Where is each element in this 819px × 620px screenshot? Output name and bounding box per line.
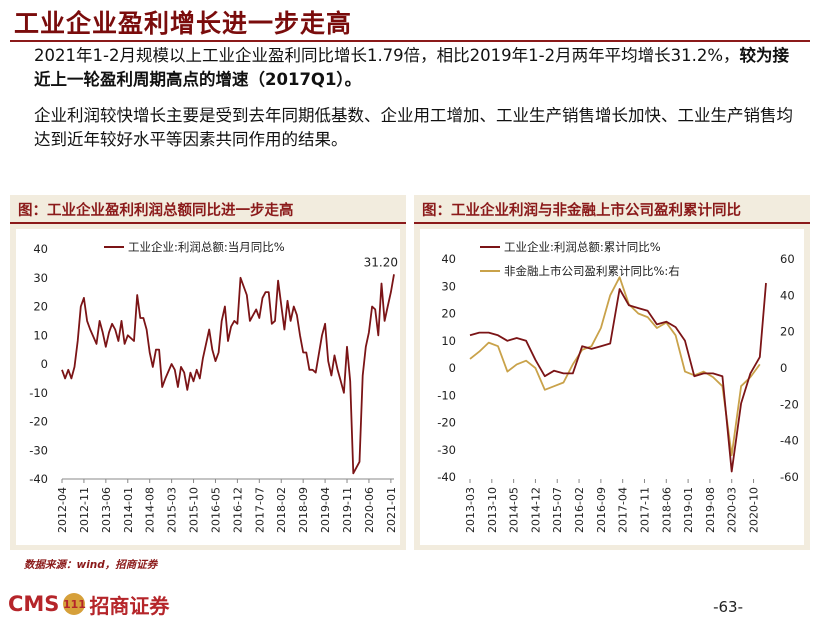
y-tick-label-left: 0 (449, 361, 456, 375)
x-tick-label: 2012-11 (78, 487, 91, 533)
logo-cms-text: CMS (8, 592, 60, 616)
chart-right: 40 30 20 10 0 -10 -20 -30 -40 60 40 20 0 -20 -40 -60 201… (437, 240, 799, 533)
x-tick-label: 2016-09 (595, 487, 608, 533)
y-tick-label: 30 (33, 271, 48, 285)
y-tick-label-right: -60 (780, 470, 799, 484)
series-line-listed-companies (469, 276, 761, 457)
x-tick-label: 2015-07 (551, 487, 564, 533)
chart-panel-right: 图：工业企业利润与非金融上市公司盈利累计同比 40 30 20 10 0 -10 -20 -3… (414, 195, 810, 550)
page-number: -63- (713, 598, 743, 616)
x-tick-label: 2019-04 (319, 487, 332, 533)
y-tick-label-right: -40 (780, 434, 799, 448)
summary-text: 2021年1-2月规模以上工业企业盈利同比增长1.79倍，相比2019年1-2月… (34, 46, 740, 65)
y-tick-label-left: -30 (437, 443, 456, 457)
x-tick-label: 2016-12 (231, 487, 244, 533)
logo-cn-text: 招商证券 (89, 593, 170, 618)
x-tick-label: 2014-05 (508, 487, 521, 533)
x-tick-label: 2012-04 (56, 487, 69, 533)
x-tick-label: 2015-03 (166, 487, 179, 533)
summary-paragraph: 2021年1-2月规模以上工业企业盈利同比增长1.79倍，相比2019年1-2月… (34, 44, 794, 92)
y-tick-label-left: 30 (441, 279, 456, 293)
x-tick-label: 2019-08 (704, 487, 717, 533)
y-tick-label: -20 (29, 415, 48, 429)
series-line-profit-cumulative (469, 282, 767, 473)
x-tick-label: 2019-11 (341, 487, 354, 533)
y-tick-label: -10 (29, 386, 48, 400)
chart-title-left: 图：工业企业盈利利润总额同比进一步走高 (18, 203, 294, 219)
data-label-end: 31.20 (364, 255, 398, 269)
y-tick-label: 10 (33, 328, 48, 342)
panel-divider (414, 222, 810, 224)
y-tick-label-left: 10 (441, 334, 456, 348)
y-tick-label-left: -20 (437, 416, 456, 430)
reason-paragraph: 企业利润较快增长主要是受到去年同期低基数、企业用工增加、工业生产销售增长加快、工… (34, 106, 793, 149)
chart-panel-left: 图：工业企业盈利利润总额同比进一步走高 40 30 20 10 0 -10 -20 -30 -4… (10, 195, 406, 550)
x-tick-label: 2018-06 (660, 487, 673, 533)
x-tick-label: 2018-09 (297, 487, 310, 533)
y-tick-label-right: -20 (780, 397, 799, 411)
x-tick-label: 2014-01 (122, 487, 135, 533)
logo-badge-icon: 111 (63, 593, 86, 615)
title-divider (10, 40, 810, 42)
x-tick-label: 2014-08 (144, 487, 157, 533)
legend-label: 非金融上市公司盈利累计同比%:右 (504, 264, 680, 278)
x-tick-label: 2017-04 (617, 487, 630, 533)
plot-area-right: 40 30 20 10 0 -10 -20 -30 -40 60 40 20 0 -20 -40 -60 201… (420, 229, 804, 545)
summary-highlight: 较为接近上一轮盈利周期高点的增速（2017Q1）。 (34, 46, 790, 89)
x-tick-label: 2017-07 (253, 487, 266, 533)
chart-title-right: 图：工业企业利润与非金融上市公司盈利累计同比 (422, 203, 741, 219)
plot-area-left: 40 30 20 10 0 -10 -20 -30 -40 2012-04 2012-11 2013-… (16, 229, 400, 545)
panel-divider (10, 222, 406, 224)
y-tick-label-right: 60 (780, 252, 795, 266)
y-tick-label: -30 (29, 443, 48, 457)
y-tick-label: 0 (41, 357, 48, 371)
y-tick-label-left: -10 (437, 388, 456, 402)
series-line-profit-monthly (61, 274, 395, 475)
y-tick-label-right: 0 (780, 361, 787, 375)
y-tick-label: 20 (33, 300, 48, 314)
y-tick-label: 40 (33, 242, 48, 256)
x-tick-label: 2016-02 (573, 487, 586, 533)
x-tick-label: 2020-10 (748, 487, 761, 533)
y-tick-label-left: 20 (441, 307, 456, 321)
x-tick-label: 2017-11 (638, 487, 651, 533)
x-tick-label: 2018-02 (275, 487, 288, 533)
y-tick-label-left: -40 (437, 470, 456, 484)
x-tick-label: 2020-06 (363, 487, 376, 533)
data-source: 数据来源：wind，招商证券 (24, 559, 158, 571)
brand-logo: CMS 111 招商证券 (8, 591, 170, 618)
x-tick-label: 2021-01 (385, 487, 398, 533)
x-tick-label: 2013-03 (464, 487, 477, 533)
y-tick-label: -40 (29, 472, 48, 486)
y-tick-label-right: 40 (780, 288, 795, 302)
x-tick-label: 2020-03 (726, 487, 739, 533)
legend-label: 工业企业:利润总额:当月同比% (128, 240, 285, 254)
legend-label: 工业企业:利润总额:累计同比% (504, 240, 661, 254)
x-tick-label: 2013-10 (486, 487, 499, 533)
page-title: 工业企业盈利增长进一步走高 (14, 9, 353, 38)
x-tick-label: 2016-05 (209, 487, 222, 533)
x-tick-label: 2019-01 (682, 487, 695, 533)
x-tick-label: 2014-12 (529, 487, 542, 533)
x-tick-label: 2013-06 (100, 487, 113, 533)
chart-left: 40 30 20 10 0 -10 -20 -30 -40 2012-04 2012-11 2013-… (29, 240, 398, 533)
y-tick-label-left: 40 (441, 252, 456, 266)
y-tick-label-right: 20 (780, 325, 795, 339)
x-tick-label: 2015-10 (188, 487, 201, 533)
